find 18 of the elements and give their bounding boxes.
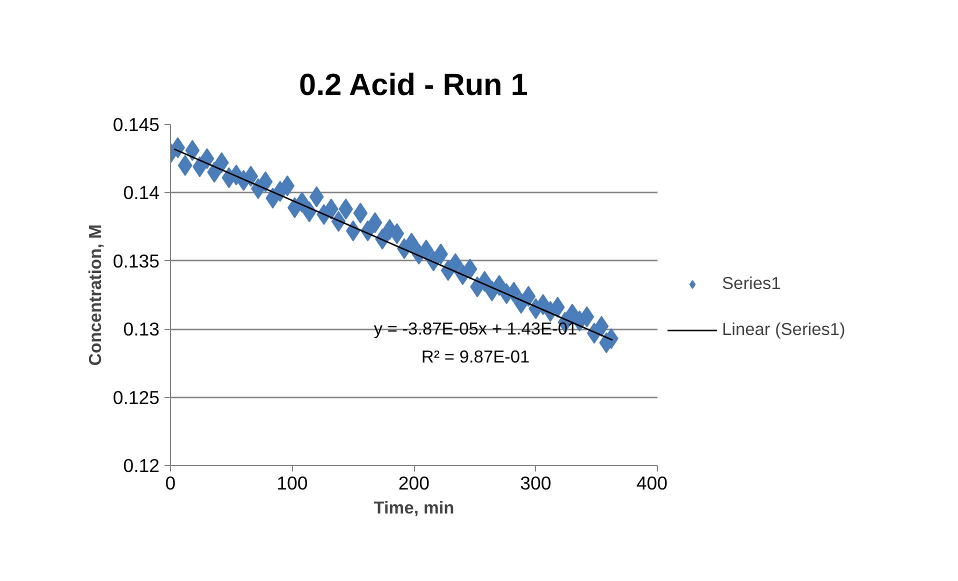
annotation: y = -3.87E-05x + 1.43E-01 [374, 318, 578, 338]
legend-label: Series1 [722, 273, 781, 294]
chart-title: 0.2 Acid - Run 1 [299, 68, 528, 102]
y-tick-label: 0.145 [112, 114, 160, 135]
x-tick-label: 400 [636, 472, 668, 494]
x-axis-title: Time, min [374, 498, 454, 518]
x-tick-label: 300 [520, 472, 552, 494]
y-tick-label: 0.12 [123, 455, 160, 476]
annotation: R² = 9.87E-01 [421, 346, 530, 366]
x-tick-label: 100 [276, 472, 308, 494]
y-tick-label: 0.14 [123, 182, 160, 204]
y-tick-label: 0.13 [123, 318, 160, 340]
x-tick-label: 200 [398, 472, 430, 494]
y-axis-title: Concentration, M [84, 224, 105, 366]
x-tick-label: 0 [165, 472, 176, 494]
legend-label: Linear (Series1) [722, 319, 846, 340]
y-tick-label: 0.135 [112, 250, 160, 272]
y-tick-label: 0.125 [112, 386, 160, 408]
